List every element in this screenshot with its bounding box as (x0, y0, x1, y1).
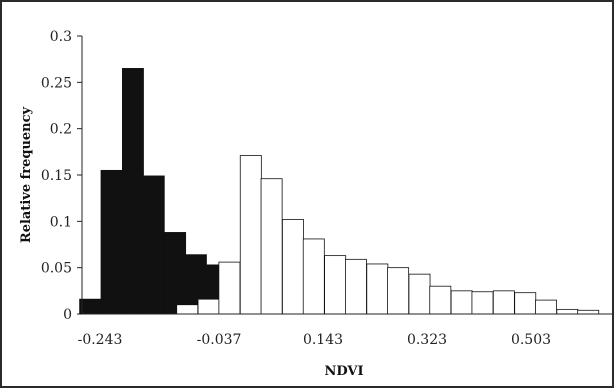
dark-bar (80, 299, 101, 314)
x-tick-label: -0.243 (78, 332, 123, 348)
open-bar (472, 292, 493, 314)
open-bar (451, 291, 472, 314)
dark-bar (143, 176, 164, 314)
open-bar (219, 262, 240, 314)
open-bar (409, 274, 430, 314)
open-bar (177, 305, 198, 314)
x-axis-ticks: -0.243 -0.037 0.143 0.323 0.503 (78, 332, 551, 348)
y-axis-title: Relative frequency (19, 106, 34, 243)
dark-bar (122, 68, 143, 314)
open-bar (430, 286, 451, 314)
open-bar (557, 309, 578, 314)
y-tick-label: 0.2 (50, 122, 72, 138)
open-bar (345, 259, 366, 314)
open-bar (515, 293, 536, 314)
series-open-bars (177, 156, 599, 314)
x-tick-label: 0.143 (303, 332, 343, 348)
x-tick-label: -0.037 (197, 332, 242, 348)
y-tick-label: 0 (63, 307, 72, 323)
y-tick-label: 0.1 (50, 214, 72, 230)
y-axis-ticks: 0 0.05 0.1 0.15 0.2 0.25 0.3 (41, 29, 82, 323)
open-bar (325, 256, 346, 314)
dark-bar (165, 232, 186, 314)
open-bar (367, 264, 388, 314)
x-tick-label: 0.323 (407, 332, 447, 348)
open-bar (303, 239, 324, 314)
open-bar (240, 156, 261, 314)
open-bar (493, 291, 514, 314)
x-axis-title: NDVI (324, 364, 363, 379)
y-tick-label: 0.05 (41, 261, 72, 277)
open-bar (198, 299, 219, 314)
open-bar (535, 300, 556, 314)
x-tick-label: 0.503 (511, 332, 551, 348)
y-tick-label: 0.15 (41, 168, 72, 184)
open-bar (578, 310, 599, 314)
open-bar (261, 179, 282, 314)
dark-bar (101, 170, 122, 314)
open-bar (388, 268, 409, 314)
y-tick-label: 0.3 (50, 29, 72, 45)
open-bar (282, 219, 303, 314)
y-tick-label: 0.25 (41, 75, 72, 91)
